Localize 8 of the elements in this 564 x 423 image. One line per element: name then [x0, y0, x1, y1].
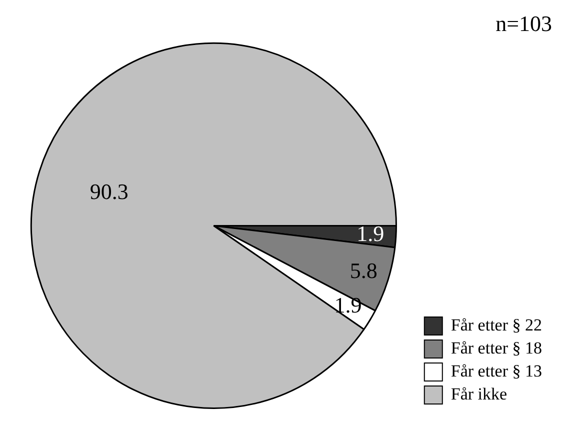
legend-label: Får etter § 18: [450, 338, 542, 358]
data-label: 90.3: [90, 178, 128, 204]
data-label: 5.8: [350, 258, 378, 284]
legend-label: Får etter § 22: [450, 315, 542, 334]
chart-title: n=103: [496, 10, 552, 36]
data-label: 1.9: [356, 220, 384, 246]
legend-label: Får ikke: [450, 384, 508, 404]
legend-label: Får etter § 13: [450, 361, 542, 380]
